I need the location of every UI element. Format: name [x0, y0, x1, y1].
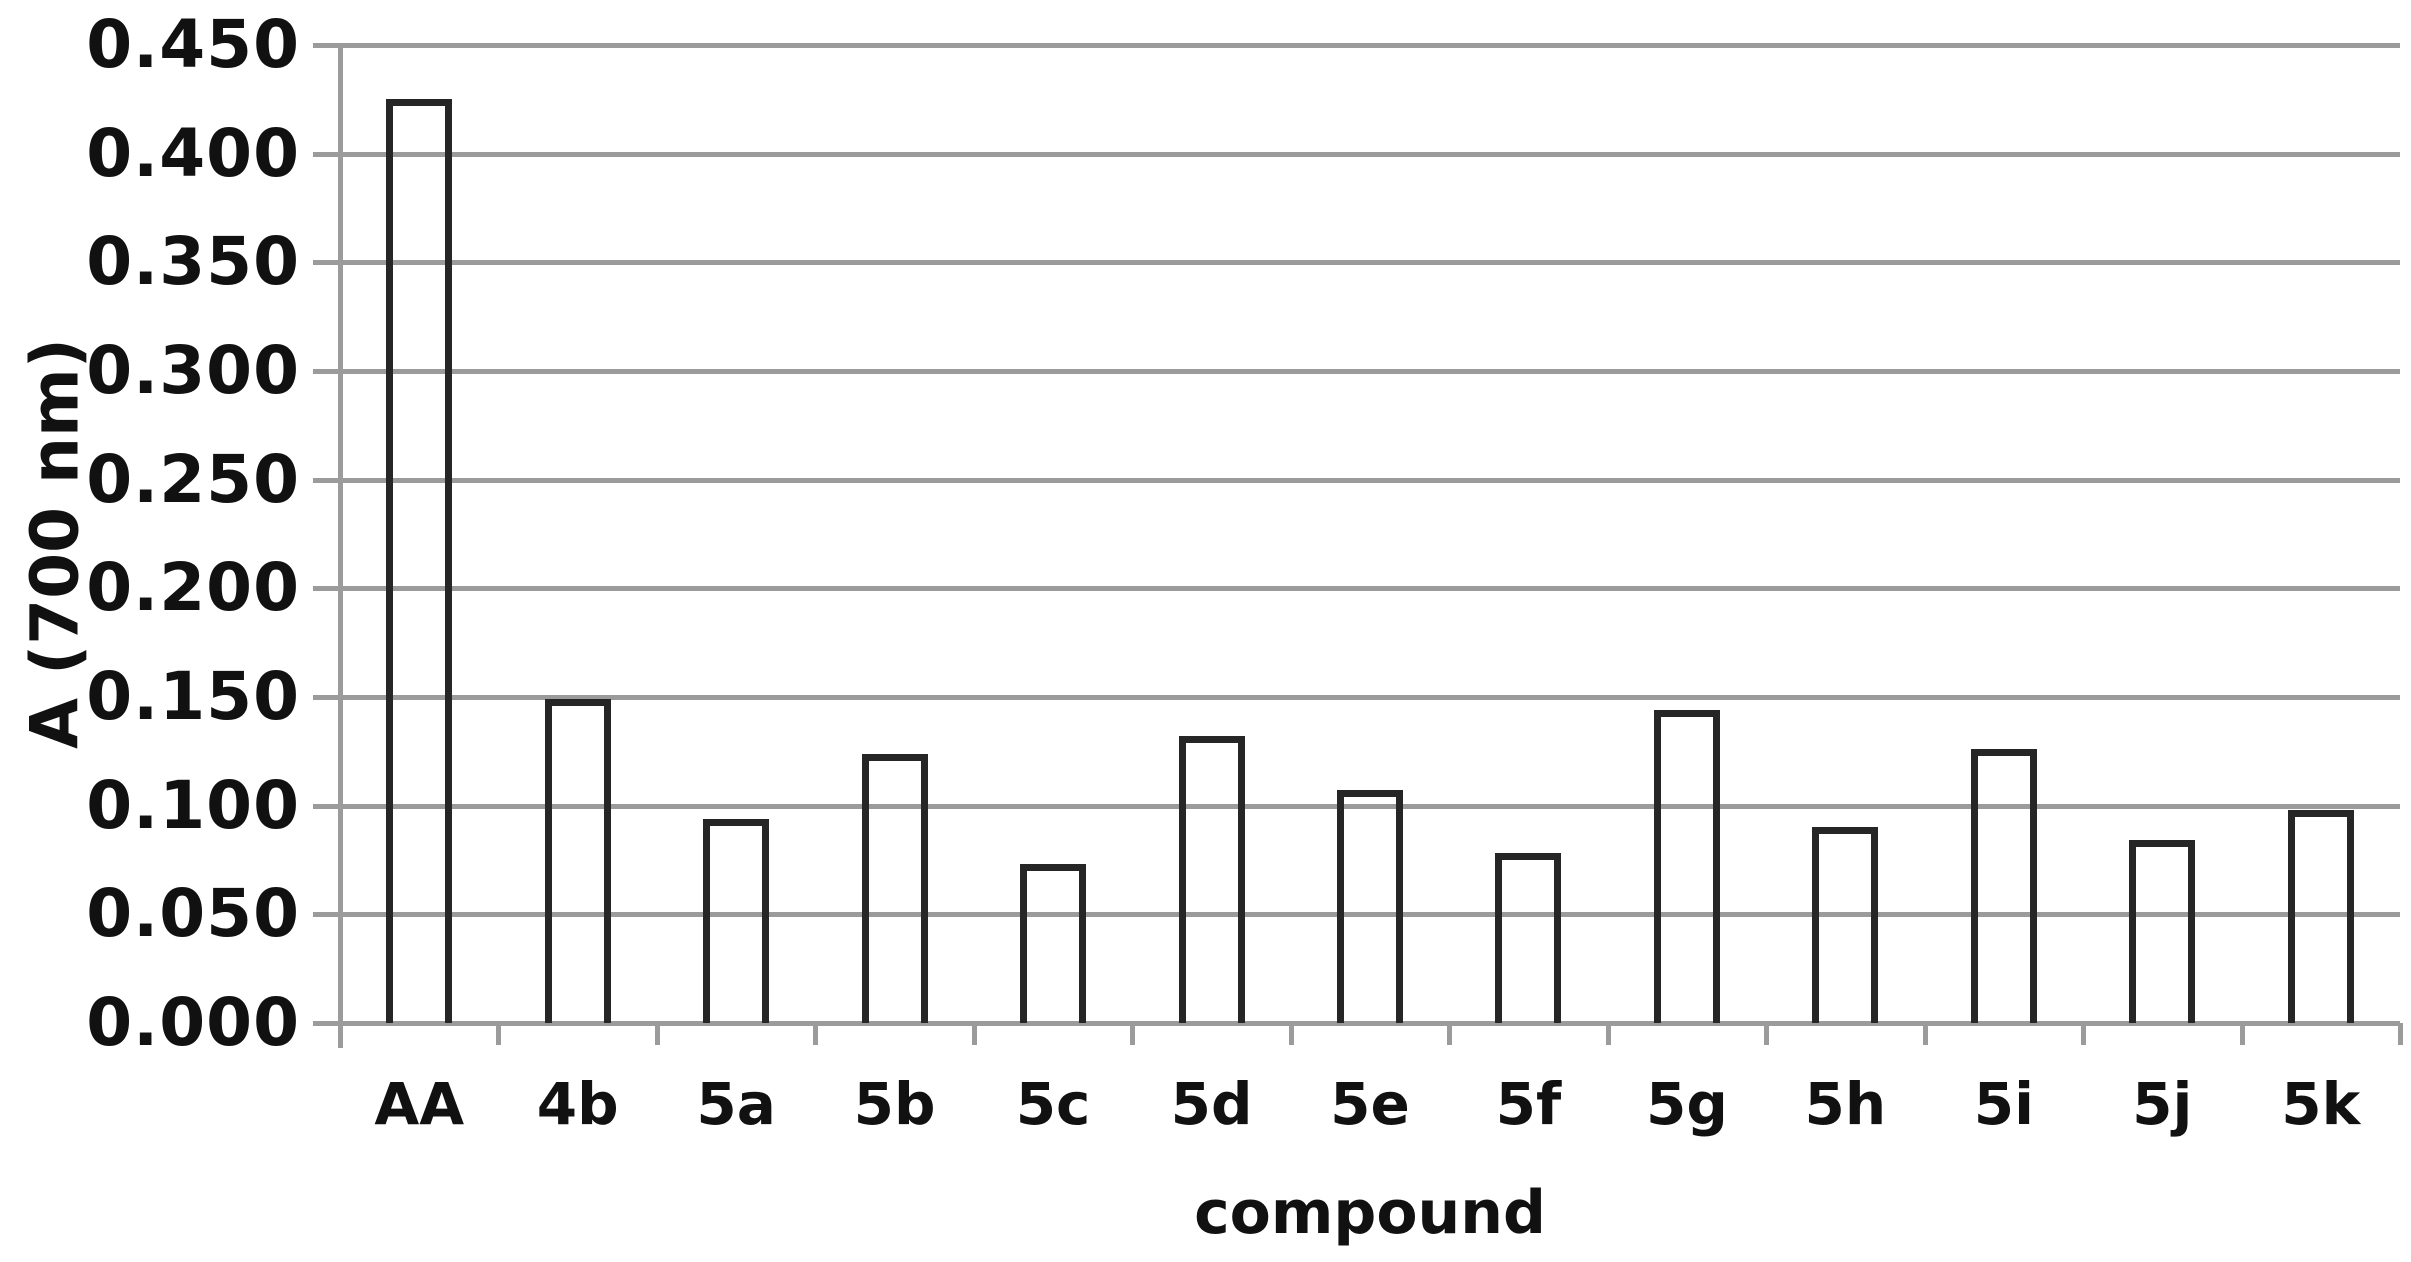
bar-5f [1495, 853, 1562, 1023]
y-axis-tick-label: 0.250 [86, 440, 300, 518]
y-axis-tick-label: 0.050 [86, 875, 300, 953]
bar-5h [1812, 827, 1879, 1023]
bar-5k [2287, 810, 2354, 1023]
x-axis-tick-mark [1288, 1023, 1294, 1045]
x-axis-tick-label: 5g [1645, 1070, 1728, 1138]
bar-5j [2129, 840, 2196, 1023]
x-axis-tick-mark [1922, 1023, 1928, 1045]
y-axis-tick-label: 0.450 [86, 6, 300, 83]
y-axis-tick-label: 0.200 [86, 549, 300, 627]
y-gridline [313, 260, 2400, 266]
bar-5c [1020, 864, 1087, 1023]
x-axis-tick-label: 5b [853, 1070, 936, 1138]
bar-5b [861, 753, 928, 1023]
y-gridline [313, 1021, 2400, 1026]
y-axis-tick-label: 0.150 [86, 658, 300, 735]
x-axis-tick-mark [813, 1023, 819, 1045]
x-axis-tick-label: 5e [1330, 1070, 1410, 1138]
x-axis-title: compound [1194, 1178, 1546, 1248]
y-axis-title: A (700 nm) [16, 338, 94, 749]
x-axis-tick-mark [2239, 1023, 2245, 1045]
y-gridline [313, 369, 2400, 374]
x-axis-tick-mark [654, 1023, 660, 1045]
bar-5g [1653, 710, 1720, 1023]
bar-5d [1178, 736, 1245, 1023]
x-axis-tick-label: 5h [1804, 1070, 1887, 1138]
y-gridline [313, 43, 2400, 48]
y-axis-tick-label: 0.400 [86, 114, 300, 192]
y-gridline [313, 695, 2400, 700]
y-axis-tick-label: 0.350 [86, 223, 300, 301]
y-gridline [313, 912, 2400, 918]
x-axis-tick-label: AA [374, 1070, 465, 1138]
x-axis-tick-label: 5d [1170, 1070, 1253, 1138]
y-axis-tick-label: 0.000 [86, 984, 300, 1061]
x-axis-tick-label: 5f [1495, 1070, 1562, 1138]
x-axis-tick-label: 5k [2281, 1070, 2361, 1138]
bar-5i [1970, 749, 2037, 1023]
y-axis-line [338, 45, 343, 1048]
x-axis-tick-mark [2398, 1023, 2403, 1045]
y-gridline [313, 477, 2400, 483]
x-axis-tick-mark [1447, 1023, 1453, 1045]
bar-5a [703, 818, 770, 1023]
y-gridline [313, 151, 2400, 157]
y-gridline [313, 803, 2400, 809]
y-gridline [313, 586, 2400, 592]
x-axis-tick-label: 4b [536, 1070, 619, 1138]
x-axis-tick-label: 5c [1015, 1070, 1091, 1138]
bar-4b [544, 699, 611, 1023]
bar-5e [1337, 790, 1403, 1023]
x-axis-tick-label: 5i [1973, 1070, 2034, 1138]
x-axis-tick-mark [1605, 1023, 1611, 1045]
x-axis-tick-label: 5a [696, 1070, 776, 1138]
x-axis-tick-mark [2081, 1023, 2087, 1045]
x-axis-tick-mark [496, 1023, 502, 1045]
x-axis-tick-label: 5j [2132, 1070, 2193, 1138]
y-axis-tick-label: 0.100 [86, 766, 300, 844]
x-axis-tick-mark [1130, 1023, 1136, 1045]
y-axis-tick-label: 0.300 [86, 332, 300, 409]
x-axis-tick-mark [971, 1023, 977, 1045]
bar-AA [386, 99, 453, 1023]
x-axis-tick-mark [1764, 1023, 1770, 1045]
